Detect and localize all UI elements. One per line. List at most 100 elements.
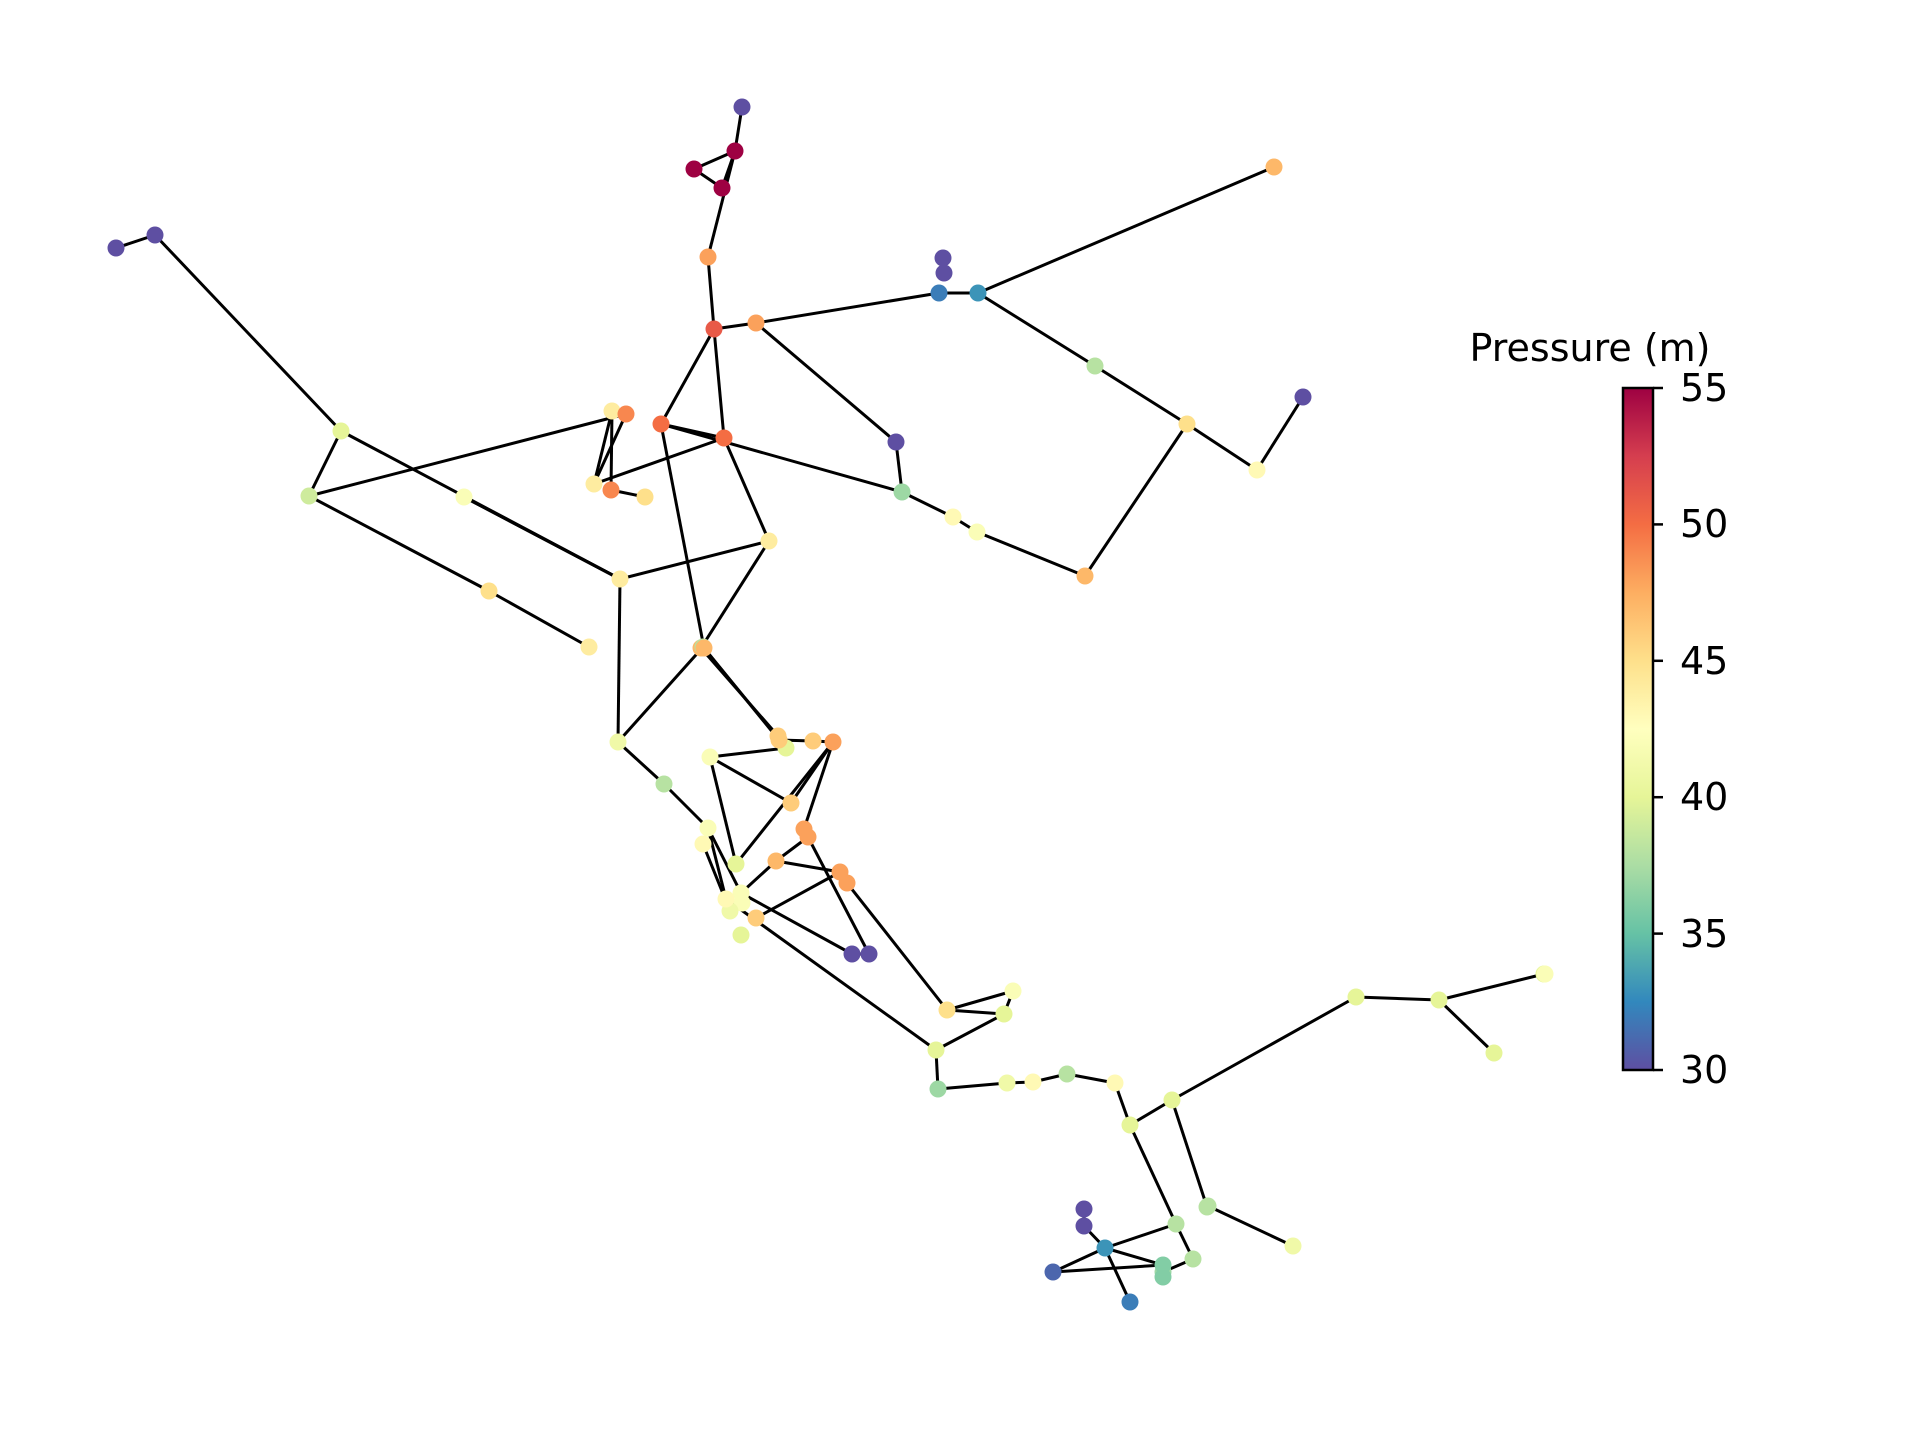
pipe-edge: [609, 410, 614, 491]
junction-node: [727, 855, 745, 873]
colorbar-tick-label: 45: [1680, 638, 1729, 683]
junction-node: [1485, 1044, 1503, 1062]
junction-node: [760, 532, 778, 550]
pipe-edge: [709, 755, 792, 805]
junction-node: [1199, 1197, 1217, 1215]
junction-node: [636, 488, 654, 506]
pipe-edge: [1052, 1246, 1106, 1274]
junction-node: [585, 475, 603, 493]
junction-node: [617, 405, 635, 423]
junction-node: [146, 226, 164, 244]
junction-node: [699, 248, 717, 266]
pipe-edge: [755, 291, 940, 325]
pipe-edge: [802, 741, 835, 830]
junction-node: [1430, 991, 1448, 1009]
pipe-edge: [976, 530, 1086, 578]
junction-node: [1076, 567, 1094, 585]
pipe-edge: [702, 647, 781, 741]
junction-node: [1004, 982, 1022, 1000]
pipe-edge: [1438, 972, 1545, 1002]
junction-node: [1163, 1091, 1181, 1109]
pipe-edge: [712, 328, 726, 439]
pipe-edge: [1437, 998, 1496, 1055]
colorbar-tick-label: 55: [1680, 366, 1729, 410]
junction-node: [1284, 1237, 1302, 1255]
colorbar-tick-label: 40: [1680, 775, 1729, 820]
pipe-edge: [722, 437, 771, 542]
colorbar-tick-label: 35: [1680, 911, 1729, 956]
junction-node: [969, 284, 987, 302]
pipe-edge: [740, 891, 853, 956]
junction-node: [1121, 1116, 1139, 1134]
pipe-edge: [845, 882, 949, 1011]
junction-node: [705, 320, 723, 338]
pipe-edge: [659, 328, 716, 425]
junction-node: [938, 1001, 956, 1019]
pipe-edge: [1207, 1204, 1294, 1248]
junction-node: [455, 488, 473, 506]
pipe-edge: [977, 165, 1275, 295]
pipe-edge: [619, 539, 770, 581]
pipe-edge: [488, 589, 590, 649]
junction-node: [935, 264, 953, 282]
pipe-edge: [592, 410, 614, 485]
junction-node: [770, 731, 788, 749]
pipe-edge: [1103, 1247, 1132, 1303]
junction-node: [1347, 988, 1365, 1006]
junction-node: [1106, 1074, 1124, 1092]
colorbar-title: Pressure (m): [1469, 326, 1711, 370]
junction-node: [1044, 1263, 1062, 1281]
colorbar-scale: [1621, 386, 1655, 1072]
colorbar-tick-label: 50: [1680, 502, 1729, 547]
pipe-edge: [775, 859, 841, 874]
junction-node: [1184, 1250, 1202, 1268]
junction-node: [927, 1041, 945, 1059]
pipe-edge: [699, 540, 771, 649]
junction-node: [609, 733, 627, 751]
junction-node: [699, 819, 717, 837]
junction-node: [732, 884, 750, 902]
junction-node: [694, 835, 712, 853]
junction-node: [332, 422, 350, 440]
junction-node: [1248, 461, 1266, 479]
pipe-edge: [806, 836, 871, 955]
pipe-edge: [616, 578, 622, 743]
pipe-edge: [1128, 1124, 1178, 1225]
junction-node: [1178, 415, 1196, 433]
junction-node: [726, 142, 744, 160]
colorbar-ticks: [1653, 386, 1663, 1072]
junction-node: [968, 523, 986, 541]
junction-node: [995, 1005, 1013, 1023]
junction-node: [652, 415, 670, 433]
junction-node: [930, 284, 948, 302]
junction-node: [732, 926, 750, 944]
pipe-edge: [616, 740, 666, 786]
junction-node: [747, 909, 765, 927]
pipe-edge: [592, 413, 628, 485]
junction-node: [701, 748, 719, 766]
junction-node: [767, 852, 785, 870]
junction-node: [1075, 1200, 1093, 1218]
junction-node: [1167, 1215, 1185, 1233]
junction-node: [611, 570, 629, 588]
pipe-edge: [706, 827, 743, 894]
pipe-edge: [1170, 1099, 1209, 1208]
junction-node: [1154, 1268, 1172, 1286]
pipe-edge: [901, 490, 954, 519]
junction-node: [1086, 357, 1104, 375]
pipe-edge: [660, 422, 903, 494]
junction-node: [934, 249, 952, 267]
pipe-edge: [977, 291, 1096, 368]
pipe-edge: [755, 870, 841, 920]
pipe-edge: [153, 233, 343, 433]
pipe-edge: [706, 827, 728, 900]
junction-nodes: [107, 98, 1554, 1311]
junction-node: [1536, 965, 1554, 983]
pipe-edge: [662, 782, 710, 830]
junction-node: [998, 1074, 1016, 1092]
junction-node: [893, 483, 911, 501]
junction-node: [685, 160, 703, 178]
pipe-edge: [659, 423, 706, 649]
junction-node: [887, 433, 905, 451]
